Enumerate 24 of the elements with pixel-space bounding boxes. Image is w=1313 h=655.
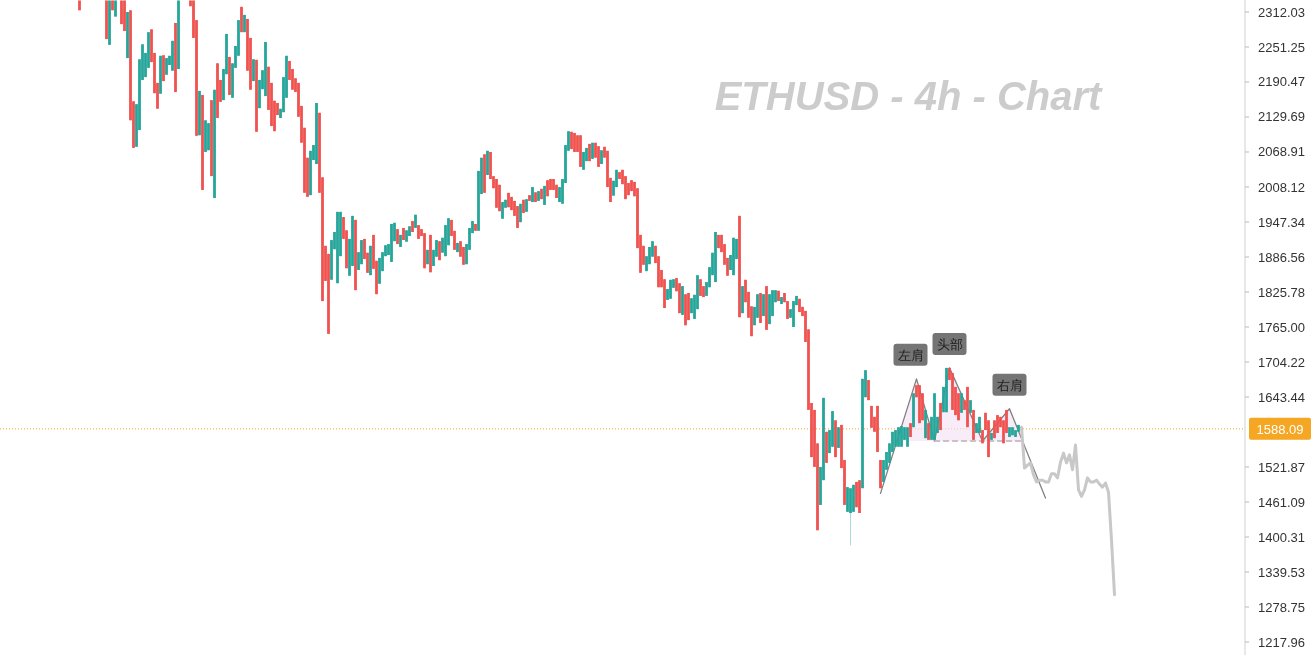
y-tick-label: 2068.91 (1258, 144, 1305, 160)
y-tick-label: 2251.25 (1258, 39, 1305, 55)
y-tick-label: 1765.00 (1258, 319, 1305, 335)
y-tick-label: 2190.47 (1258, 74, 1305, 90)
y-tick-label: 1825.78 (1258, 284, 1305, 300)
y-tick-label: 1947.34 (1258, 214, 1305, 230)
y-tick-label: 1278.75 (1258, 599, 1305, 615)
annotation: 头部 (936, 336, 963, 352)
y-tick-label: 1521.87 (1258, 459, 1305, 475)
y-tick-label: 1461.09 (1258, 494, 1305, 510)
line-series (1020, 425, 1116, 597)
y-tick-label: 2129.69 (1258, 109, 1305, 125)
y-tick-label: 1400.31 (1258, 529, 1305, 545)
y-tick-label: 1704.22 (1258, 354, 1305, 370)
y-tick-label: 2008.12 (1258, 179, 1305, 195)
y-tick-label: 1643.44 (1258, 389, 1305, 405)
candlestick (837, 426, 840, 449)
y-tick-label: 1217.96 (1258, 634, 1305, 650)
annotation: 左肩 (897, 347, 924, 363)
annotation: 右肩 (996, 377, 1023, 393)
y-tick-label: 2312.03 (1258, 4, 1305, 20)
y-tick-label: 1886.56 (1258, 249, 1305, 265)
ref-line-label: 1588.09 (1256, 421, 1304, 437)
y-tick-label: 1339.53 (1258, 564, 1305, 580)
